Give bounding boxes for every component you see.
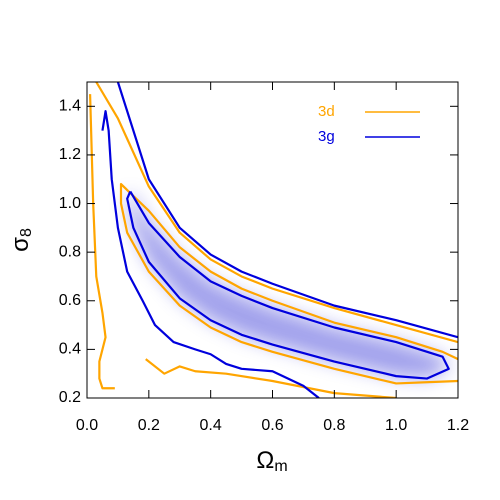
y-tick-label: 0.2 [59,389,81,406]
y-tick-label: 1.0 [59,195,81,212]
y-axis-label: σ8 [7,228,35,252]
x-tick-label: 0.0 [76,417,98,434]
y-tick-label: 0.6 [59,292,81,309]
x-tick-label: 0.4 [200,417,222,434]
y-tick-label: 0.4 [59,341,81,358]
y-tick-label: 1.4 [59,98,81,115]
x-axis-label: Ωm [256,447,287,475]
y-tick-label: 0.8 [59,243,81,260]
legend-label: 3g [318,128,335,145]
y-axis-subscript: 8 [18,228,35,237]
x-axis-subscript: m [274,458,287,475]
x-tick-label: 1.2 [447,417,469,434]
contour-line [88,94,115,390]
contour-line [101,110,320,398]
contour-line [119,182,458,385]
legend-label: 3d [318,103,335,120]
x-tick-label: 0.6 [261,417,283,434]
contour-line [116,82,458,339]
x-tick-label: 1.0 [385,417,407,434]
contour-line [95,82,458,344]
x-axis-symbol: Ω [256,447,274,474]
y-tick-label: 1.2 [59,146,81,163]
density-shading [127,191,449,379]
y-axis-symbol: σ [7,237,34,252]
x-tick-label: 0.8 [323,417,345,434]
contour-line [145,358,397,398]
x-tick-label: 0.2 [138,417,160,434]
contour-line [126,190,450,380]
plot-area [88,82,458,398]
